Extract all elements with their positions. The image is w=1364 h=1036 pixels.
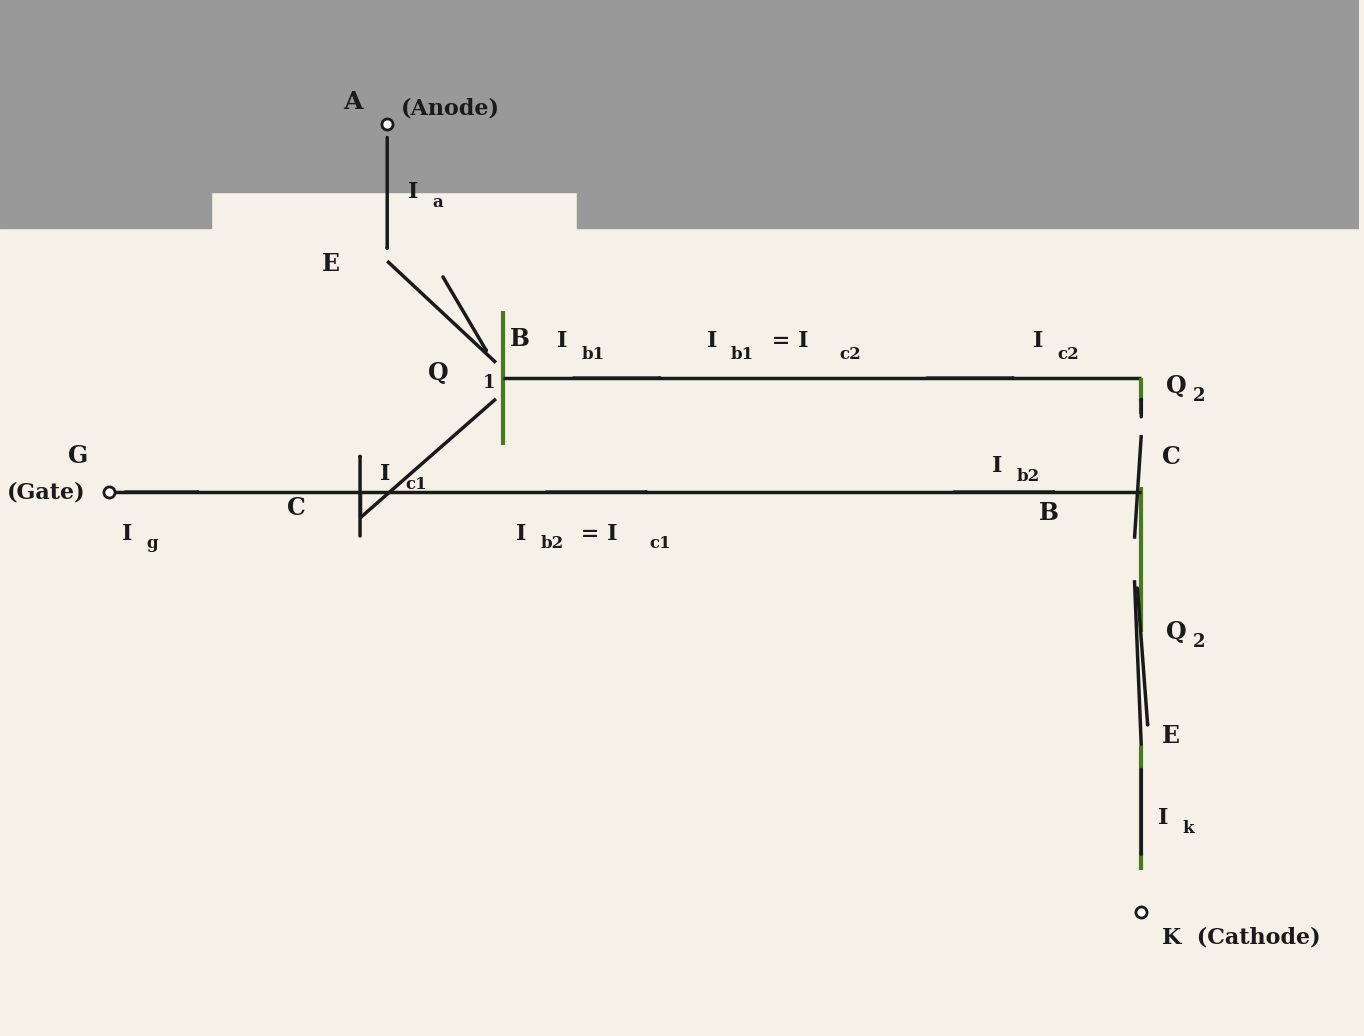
- Text: I: I: [992, 455, 1003, 478]
- Text: I: I: [707, 330, 717, 352]
- Text: Q: Q: [428, 361, 449, 385]
- Text: k: k: [1183, 821, 1194, 837]
- Text: = I: = I: [573, 522, 618, 545]
- Text: I: I: [408, 180, 417, 203]
- FancyBboxPatch shape: [577, 0, 1359, 228]
- Text: E: E: [322, 252, 340, 277]
- Text: (Gate): (Gate): [7, 481, 86, 503]
- Text: C: C: [286, 495, 306, 520]
- Text: B: B: [510, 326, 529, 351]
- Text: I: I: [517, 522, 527, 545]
- Text: I: I: [1033, 330, 1043, 352]
- Text: I: I: [1158, 807, 1168, 830]
- Text: b2: b2: [1016, 468, 1039, 485]
- Text: = I: = I: [764, 330, 807, 352]
- Text: Q: Q: [1166, 374, 1187, 398]
- Text: A: A: [344, 90, 363, 114]
- Text: b1: b1: [581, 346, 604, 363]
- FancyBboxPatch shape: [210, 0, 577, 192]
- Text: Q: Q: [1166, 620, 1187, 644]
- Text: I: I: [557, 330, 567, 352]
- Text: B: B: [1039, 500, 1060, 525]
- Text: c1: c1: [405, 476, 427, 493]
- Text: a: a: [432, 194, 443, 210]
- Text: c2: c2: [840, 346, 862, 363]
- Text: E: E: [1162, 723, 1180, 748]
- Text: I: I: [381, 463, 391, 485]
- Text: b1: b1: [731, 346, 754, 363]
- Text: I: I: [123, 522, 132, 545]
- Text: (Anode): (Anode): [401, 97, 499, 119]
- Text: g: g: [147, 536, 158, 552]
- Text: C: C: [1162, 445, 1180, 469]
- Text: G: G: [68, 443, 89, 468]
- Text: K  (Cathode): K (Cathode): [1162, 926, 1320, 949]
- Text: c2: c2: [1057, 346, 1079, 363]
- FancyBboxPatch shape: [0, 0, 210, 228]
- Text: 1: 1: [483, 374, 495, 393]
- Text: 2: 2: [1194, 633, 1206, 652]
- Text: b2: b2: [540, 536, 563, 552]
- Text: 2: 2: [1194, 387, 1206, 405]
- Text: c1: c1: [649, 536, 671, 552]
